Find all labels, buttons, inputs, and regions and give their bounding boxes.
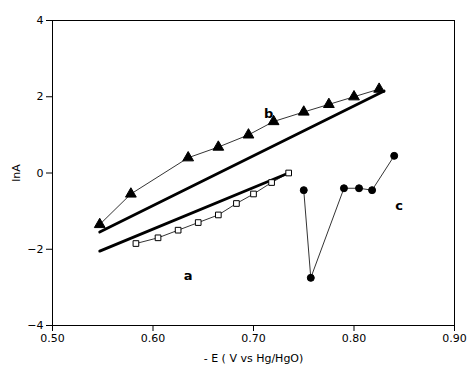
- svg-text:0.70: 0.70: [241, 332, 266, 345]
- svg-text:lnA: lnA: [10, 164, 23, 182]
- svg-text:0.90: 0.90: [442, 332, 467, 345]
- svg-text:0.60: 0.60: [141, 332, 166, 345]
- svg-text:4: 4: [37, 14, 44, 27]
- svg-text:2: 2: [37, 90, 44, 103]
- svg-text:−2: −2: [27, 243, 43, 256]
- svg-text:0: 0: [37, 167, 44, 180]
- svg-text:a: a: [184, 268, 193, 283]
- svg-text:0.80: 0.80: [342, 332, 367, 345]
- svg-text:0.50: 0.50: [40, 332, 65, 345]
- svg-text:−4: −4: [27, 319, 43, 332]
- svg-text:b: b: [264, 106, 273, 121]
- svg-text:- E ( V vs Hg/HgO): - E ( V vs Hg/HgO): [204, 352, 304, 365]
- svg-text:c: c: [395, 198, 403, 213]
